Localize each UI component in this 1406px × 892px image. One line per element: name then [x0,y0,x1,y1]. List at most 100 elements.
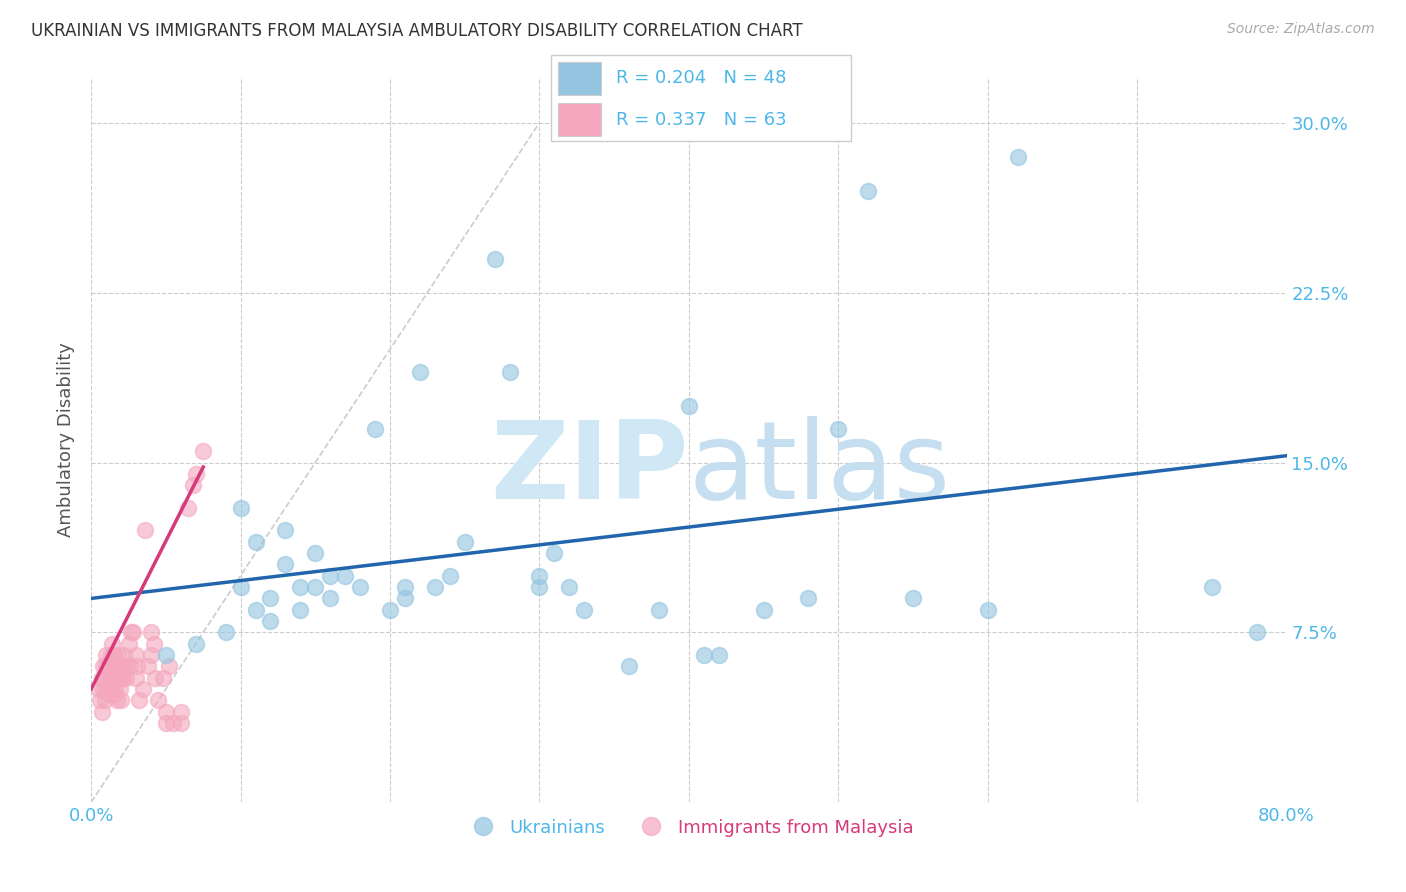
Point [127,659,149,673]
Point [110,671,132,685]
Point [648,603,671,617]
Point [97,687,120,701]
Point [100,648,122,662]
Point [108,681,131,696]
Text: UKRAINIAN VS IMMIGRANTS FROM MALAYSIA AMBULATORY DISABILITY CORRELATION CHART: UKRAINIAN VS IMMIGRANTS FROM MALAYSIA AM… [31,22,803,40]
Point [94,648,117,662]
Point [856,184,879,198]
Point [498,365,520,379]
Point [259,614,281,628]
Point [93,693,115,707]
Point [214,625,236,640]
Point [529,580,551,594]
Point [181,478,204,492]
Point [139,625,162,640]
Point [177,500,200,515]
Point [155,716,177,731]
Point [349,580,371,594]
Point [529,568,551,582]
Point [543,546,565,560]
Point [110,693,132,707]
Point [139,648,162,662]
Text: R = 0.337   N = 63: R = 0.337 N = 63 [616,112,787,129]
Point [439,568,461,582]
Point [259,591,281,606]
Point [101,637,124,651]
Point [90,705,112,719]
Point [245,534,267,549]
Point [142,637,165,651]
Point [274,524,297,538]
Text: R = 0.204   N = 48: R = 0.204 N = 48 [616,70,787,87]
Point [94,659,117,673]
Point [134,524,156,538]
Point [104,659,127,673]
Point [145,671,167,685]
Point [104,681,127,696]
Legend: Ukrainians, Immigrants from Malaysia: Ukrainians, Immigrants from Malaysia [457,812,921,844]
Point [827,421,849,435]
Point [193,444,215,458]
Point [90,671,112,685]
Point [170,705,193,719]
Point [335,568,357,582]
Point [94,681,117,696]
Point [319,568,342,582]
Point [111,659,134,673]
Point [97,671,120,685]
Point [364,421,387,435]
Point [378,603,401,617]
Point [91,681,114,696]
Point [274,558,297,572]
Point [977,603,1000,617]
Point [617,659,640,673]
Point [170,716,193,731]
Point [304,546,326,560]
Point [108,659,131,673]
Point [107,671,129,685]
Point [93,671,115,685]
Point [91,659,114,673]
Text: ZIP: ZIP [491,416,689,522]
Point [111,671,134,685]
Point [122,625,145,640]
FancyBboxPatch shape [551,55,852,141]
Point [103,687,125,701]
Point [484,252,506,266]
Point [103,671,125,685]
Point [125,648,148,662]
Point [1007,150,1029,164]
Point [454,534,477,549]
Point [1201,580,1223,594]
Y-axis label: Ambulatory Disability: Ambulatory Disability [58,343,75,537]
Point [87,681,110,696]
Point [409,365,432,379]
Point [693,648,716,662]
Point [797,591,820,606]
Point [901,591,924,606]
Point [229,500,252,515]
Point [558,580,581,594]
Point [114,671,136,685]
Point [157,659,180,673]
Point [394,580,416,594]
Point [304,580,326,594]
Point [128,693,150,707]
Point [707,648,730,662]
Point [229,580,252,594]
Point [121,625,143,640]
Point [89,693,111,707]
Point [112,648,135,662]
Point [184,637,207,651]
Point [101,659,124,673]
Text: atlas: atlas [689,416,950,522]
Point [184,467,207,481]
Text: Source: ZipAtlas.com: Source: ZipAtlas.com [1227,22,1375,37]
Point [132,681,155,696]
Point [245,603,267,617]
Point [1246,625,1268,640]
Point [678,399,700,413]
Point [118,659,141,673]
Point [162,716,184,731]
Point [394,591,416,606]
